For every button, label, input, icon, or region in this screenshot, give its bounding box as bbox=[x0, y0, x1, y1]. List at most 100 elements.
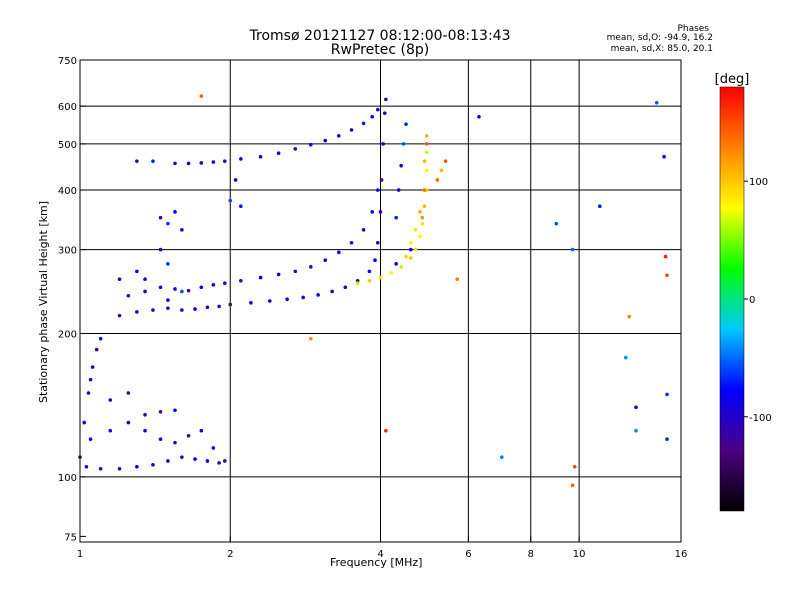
data-point bbox=[399, 265, 403, 269]
x-tick-label: 4 bbox=[377, 549, 383, 560]
data-point bbox=[108, 428, 113, 433]
data-point bbox=[379, 178, 384, 182]
data-point bbox=[199, 428, 204, 433]
data-point bbox=[135, 464, 139, 469]
data-point bbox=[408, 247, 413, 252]
data-point bbox=[424, 142, 429, 146]
data-point bbox=[413, 247, 418, 252]
data-point bbox=[186, 288, 191, 293]
data-point bbox=[623, 355, 628, 360]
data-point bbox=[323, 138, 328, 143]
data-point bbox=[258, 275, 263, 280]
data-point bbox=[126, 391, 131, 395]
data-point bbox=[228, 198, 233, 203]
data-point bbox=[337, 133, 341, 138]
data-point bbox=[180, 228, 184, 232]
data-point bbox=[404, 122, 408, 126]
data-point bbox=[82, 420, 87, 425]
chart-title-line2: RwPretec (8p) bbox=[330, 42, 430, 58]
data-point bbox=[373, 258, 377, 262]
data-point bbox=[382, 111, 387, 115]
data-point bbox=[166, 298, 170, 302]
data-point bbox=[572, 464, 577, 469]
colorbar-tick-label: -100 bbox=[749, 413, 772, 424]
data-point bbox=[570, 483, 575, 488]
grid-layer bbox=[80, 60, 681, 542]
data-point bbox=[370, 114, 375, 119]
x-axis-label: Frequency [MHz] bbox=[330, 556, 423, 569]
data-point bbox=[375, 107, 380, 112]
data-point bbox=[211, 160, 216, 164]
y-tick-label: 200 bbox=[58, 329, 77, 340]
data-point bbox=[293, 147, 298, 151]
data-point bbox=[166, 221, 170, 226]
chart-title-line1: Tromsø 20121127 08:12:00-08:13:43 bbox=[249, 28, 511, 44]
axis-layer: 1 2 4 6 8 10 16 75 100 200 300 400 500 600 750 bbox=[58, 56, 687, 560]
y-tick-label: 500 bbox=[58, 140, 77, 151]
data-point bbox=[228, 302, 233, 307]
data-point bbox=[381, 142, 385, 146]
data-point bbox=[424, 133, 429, 138]
data-point bbox=[413, 228, 418, 232]
data-point bbox=[193, 307, 197, 311]
data-point bbox=[627, 314, 632, 319]
data-point bbox=[418, 234, 422, 239]
x-tick-label: 2 bbox=[227, 549, 233, 560]
x-tick-label: 1 bbox=[77, 549, 83, 560]
y-tick-label: 600 bbox=[58, 102, 77, 113]
data-point bbox=[211, 446, 216, 450]
data-point bbox=[199, 94, 204, 98]
data-point bbox=[330, 289, 334, 294]
data-point bbox=[173, 210, 177, 214]
data-point bbox=[180, 289, 184, 294]
data-point bbox=[88, 437, 93, 441]
data-point bbox=[404, 254, 408, 259]
data-point bbox=[375, 188, 380, 192]
data-point bbox=[173, 440, 177, 445]
data-point bbox=[158, 215, 163, 220]
data-point bbox=[367, 278, 372, 283]
data-point bbox=[173, 408, 177, 413]
x-tick-label: 10 bbox=[573, 549, 586, 560]
data-point bbox=[554, 221, 559, 226]
data-point bbox=[355, 281, 360, 286]
x-tick-label: 6 bbox=[465, 549, 471, 560]
data-point bbox=[477, 114, 481, 119]
data-point bbox=[135, 159, 139, 163]
data-point bbox=[349, 240, 354, 245]
data-point bbox=[158, 247, 163, 252]
data-point bbox=[205, 459, 210, 463]
data-point bbox=[86, 391, 91, 395]
data-point bbox=[217, 304, 221, 309]
colorbar-tick-label: 0 bbox=[749, 295, 755, 306]
data-point bbox=[301, 295, 305, 300]
data-point bbox=[186, 433, 191, 438]
x-tick-label: 16 bbox=[675, 549, 688, 560]
data-point bbox=[308, 336, 313, 341]
data-point bbox=[158, 437, 163, 441]
data-points-layer bbox=[78, 94, 669, 488]
data-point bbox=[394, 215, 398, 220]
colorbar-tick-label: 100 bbox=[749, 177, 768, 188]
data-point bbox=[135, 269, 139, 274]
data-point bbox=[217, 461, 221, 465]
data-point bbox=[258, 154, 263, 159]
data-point bbox=[665, 392, 669, 397]
data-point bbox=[180, 455, 184, 459]
data-point bbox=[239, 157, 243, 161]
data-point bbox=[389, 271, 393, 275]
data-point bbox=[384, 97, 388, 102]
data-point bbox=[117, 313, 122, 318]
data-point bbox=[349, 128, 354, 132]
data-point bbox=[420, 221, 425, 226]
data-point bbox=[422, 159, 427, 163]
data-point bbox=[370, 210, 375, 214]
data-point bbox=[375, 240, 380, 245]
data-point bbox=[98, 336, 103, 341]
data-point bbox=[173, 161, 177, 166]
data-point bbox=[316, 293, 320, 297]
data-point bbox=[394, 262, 398, 266]
data-point bbox=[239, 204, 243, 208]
data-point bbox=[597, 204, 602, 208]
data-point bbox=[435, 178, 440, 182]
